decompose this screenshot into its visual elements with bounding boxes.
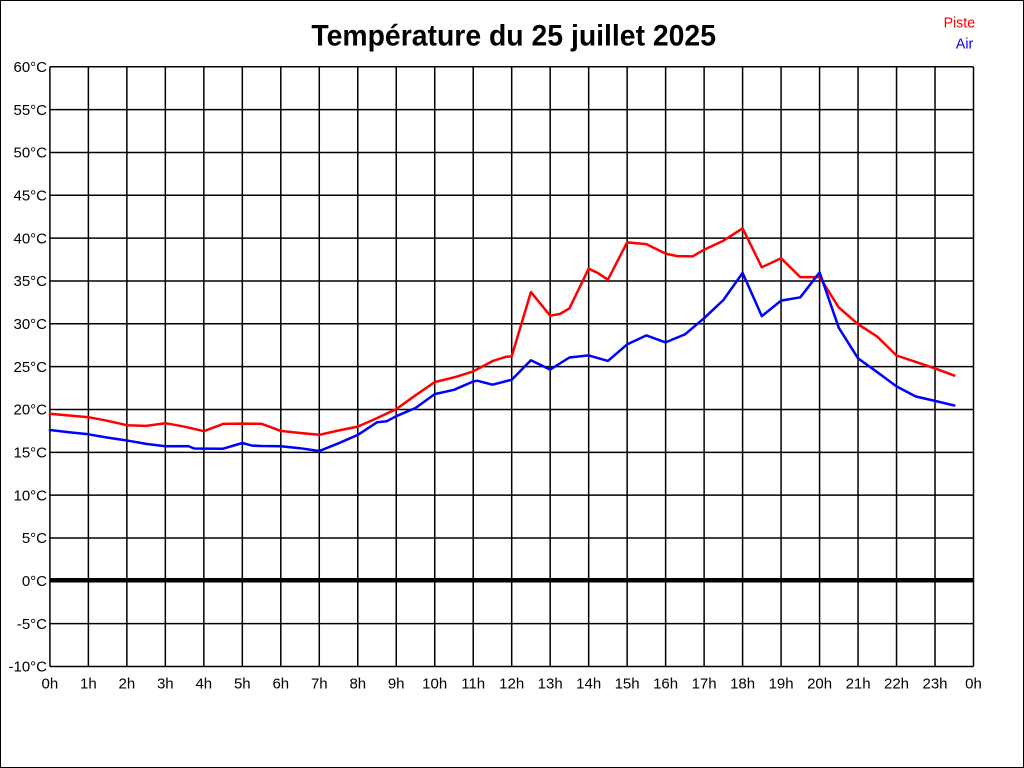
- svg-text:0h: 0h: [965, 676, 982, 693]
- svg-text:Piste: Piste: [944, 15, 976, 31]
- svg-text:12h: 12h: [499, 676, 524, 693]
- svg-text:-10°C: -10°C: [8, 659, 47, 676]
- svg-text:17h: 17h: [692, 676, 717, 693]
- svg-text:2h: 2h: [119, 676, 136, 693]
- svg-text:18h: 18h: [730, 676, 755, 693]
- svg-text:15h: 15h: [615, 676, 640, 693]
- svg-text:23h: 23h: [922, 676, 947, 693]
- svg-text:Température du 25 juillet 2025: Température du 25 juillet 2025: [311, 20, 716, 53]
- svg-text:10h: 10h: [422, 676, 447, 693]
- svg-text:0°C: 0°C: [22, 573, 47, 590]
- svg-text:20°C: 20°C: [13, 402, 47, 419]
- svg-text:20h: 20h: [807, 676, 832, 693]
- svg-text:22h: 22h: [884, 676, 909, 693]
- svg-text:6h: 6h: [272, 676, 289, 693]
- svg-text:10°C: 10°C: [13, 487, 47, 504]
- svg-text:45°C: 45°C: [13, 188, 47, 205]
- svg-text:-5°C: -5°C: [17, 616, 47, 633]
- svg-text:9h: 9h: [388, 676, 405, 693]
- svg-text:Air: Air: [956, 36, 973, 52]
- svg-text:16h: 16h: [653, 676, 678, 693]
- svg-text:7h: 7h: [311, 676, 328, 693]
- svg-text:0h: 0h: [42, 676, 59, 693]
- svg-text:14h: 14h: [576, 676, 601, 693]
- svg-text:40°C: 40°C: [13, 230, 47, 247]
- svg-text:1h: 1h: [80, 676, 97, 693]
- svg-text:11h: 11h: [461, 676, 485, 693]
- svg-text:35°C: 35°C: [13, 273, 47, 290]
- svg-text:21h: 21h: [846, 676, 871, 693]
- svg-text:25°C: 25°C: [13, 359, 47, 376]
- svg-text:19h: 19h: [769, 676, 794, 693]
- svg-text:13h: 13h: [538, 676, 563, 693]
- svg-text:50°C: 50°C: [13, 145, 47, 162]
- svg-text:5°C: 5°C: [22, 530, 47, 547]
- svg-text:60°C: 60°C: [13, 59, 47, 76]
- svg-text:55°C: 55°C: [13, 102, 47, 119]
- svg-text:30°C: 30°C: [13, 316, 47, 333]
- svg-text:15°C: 15°C: [13, 445, 47, 462]
- svg-text:5h: 5h: [234, 676, 251, 693]
- svg-text:4h: 4h: [195, 676, 212, 693]
- svg-text:3h: 3h: [157, 676, 174, 693]
- svg-text:8h: 8h: [349, 676, 366, 693]
